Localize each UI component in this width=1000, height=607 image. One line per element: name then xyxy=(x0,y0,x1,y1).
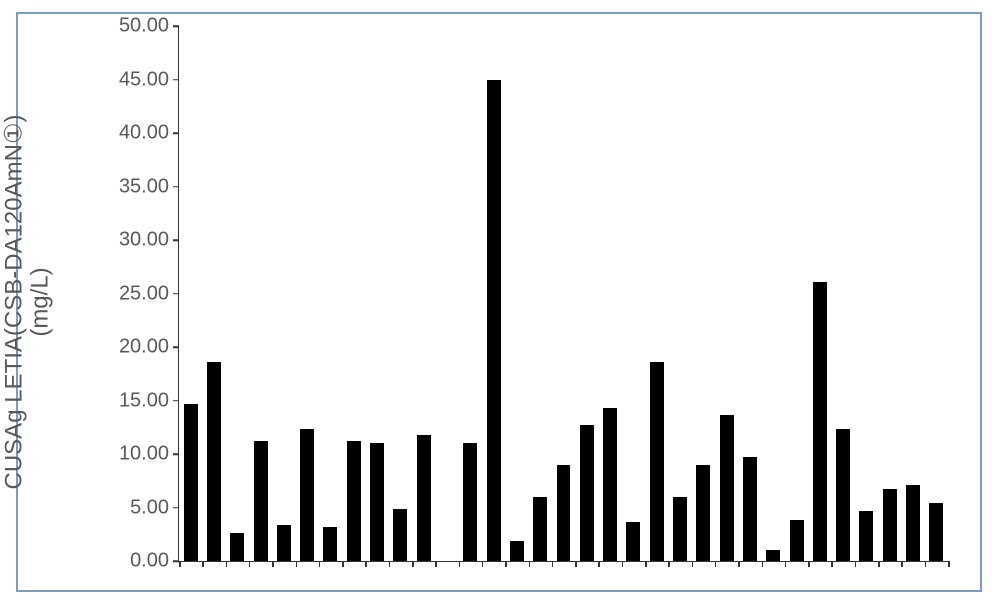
y-tick-mark xyxy=(173,132,179,134)
y-tick-label: 5.00 xyxy=(109,496,169,519)
x-tick-mark xyxy=(342,561,344,567)
bar xyxy=(510,541,524,561)
x-tick-mark xyxy=(948,561,950,567)
y-tick-label: 0.00 xyxy=(109,550,169,573)
x-tick-mark xyxy=(692,561,694,567)
bar xyxy=(184,404,198,561)
x-tick-mark xyxy=(715,561,717,567)
y-tick-label: 15.00 xyxy=(109,389,169,412)
bar xyxy=(720,415,734,561)
bar xyxy=(254,441,268,561)
x-tick-mark xyxy=(762,561,764,567)
x-tick-mark xyxy=(249,561,251,567)
bar xyxy=(207,362,221,561)
bar xyxy=(277,525,291,561)
x-tick-mark xyxy=(622,561,624,567)
bar xyxy=(883,489,897,561)
x-tick-mark xyxy=(319,561,321,567)
bar xyxy=(463,443,477,561)
plot-area: 0.005.0010.0015.0020.0025.0030.0035.0040… xyxy=(178,26,948,562)
x-tick-mark xyxy=(738,561,740,567)
y-tick-label: 50.00 xyxy=(109,15,169,38)
x-tick-mark xyxy=(272,561,274,567)
bar xyxy=(929,503,943,561)
x-tick-mark xyxy=(435,561,437,567)
y-tick-label: 35.00 xyxy=(109,175,169,198)
y-tick-mark xyxy=(173,346,179,348)
y-tick-label: 30.00 xyxy=(109,229,169,252)
x-tick-mark xyxy=(365,561,367,567)
bar xyxy=(533,497,547,561)
x-tick-mark xyxy=(226,561,228,567)
y-tick-mark xyxy=(173,507,179,509)
x-tick-mark xyxy=(598,561,600,567)
x-tick-mark xyxy=(412,561,414,567)
bar xyxy=(673,497,687,561)
y-tick-mark xyxy=(173,186,179,188)
bar xyxy=(650,362,664,561)
bar xyxy=(417,435,431,561)
y-tick-label: 40.00 xyxy=(109,122,169,145)
chart-frame: CUSAg LETIA(CSB-DA120AmN①) (mg/L) 0.005.… xyxy=(16,12,982,592)
x-tick-mark xyxy=(808,561,810,567)
x-tick-mark xyxy=(459,561,461,567)
x-tick-mark xyxy=(179,561,181,567)
bar xyxy=(743,457,757,561)
y-axis-label: CUSAg LETIA(CSB-DA120AmN①) (mg/L) xyxy=(2,42,55,562)
x-tick-mark xyxy=(575,561,577,567)
chart-area: 0.005.0010.0015.0020.0025.0030.0035.0040… xyxy=(178,26,948,562)
y-tick-label: 45.00 xyxy=(109,68,169,91)
x-tick-mark xyxy=(552,561,554,567)
bar xyxy=(696,465,710,561)
bar xyxy=(836,429,850,561)
y-tick-mark xyxy=(173,453,179,455)
x-tick-mark xyxy=(878,561,880,567)
y-tick-label: 10.00 xyxy=(109,443,169,466)
x-tick-mark xyxy=(831,561,833,567)
x-tick-mark xyxy=(202,561,204,567)
y-tick-mark xyxy=(173,79,179,81)
bar xyxy=(300,429,314,561)
bar xyxy=(626,522,640,561)
x-tick-mark xyxy=(389,561,391,567)
bar xyxy=(580,425,594,561)
bar xyxy=(370,443,384,561)
x-tick-mark xyxy=(901,561,903,567)
x-tick-mark xyxy=(855,561,857,567)
bar xyxy=(347,441,361,561)
y-tick-mark xyxy=(173,239,179,241)
bar xyxy=(230,533,244,561)
bar xyxy=(790,520,804,561)
bar xyxy=(557,465,571,561)
x-tick-mark xyxy=(925,561,927,567)
bar xyxy=(487,80,501,562)
x-tick-mark xyxy=(785,561,787,567)
bar xyxy=(859,511,873,561)
x-tick-mark xyxy=(668,561,670,567)
x-tick-mark xyxy=(645,561,647,567)
bar xyxy=(766,550,780,561)
y-tick-label: 25.00 xyxy=(109,282,169,305)
y-tick-mark xyxy=(173,293,179,295)
x-tick-mark xyxy=(529,561,531,567)
bar xyxy=(906,485,920,561)
bar xyxy=(603,408,617,561)
bar xyxy=(323,527,337,561)
y-tick-mark xyxy=(173,400,179,402)
y-tick-label: 20.00 xyxy=(109,336,169,359)
y-tick-mark xyxy=(173,25,179,27)
bar xyxy=(393,509,407,561)
x-tick-mark xyxy=(505,561,507,567)
bars-container xyxy=(179,26,948,561)
x-tick-mark xyxy=(296,561,298,567)
x-tick-mark xyxy=(482,561,484,567)
bar xyxy=(813,282,827,561)
